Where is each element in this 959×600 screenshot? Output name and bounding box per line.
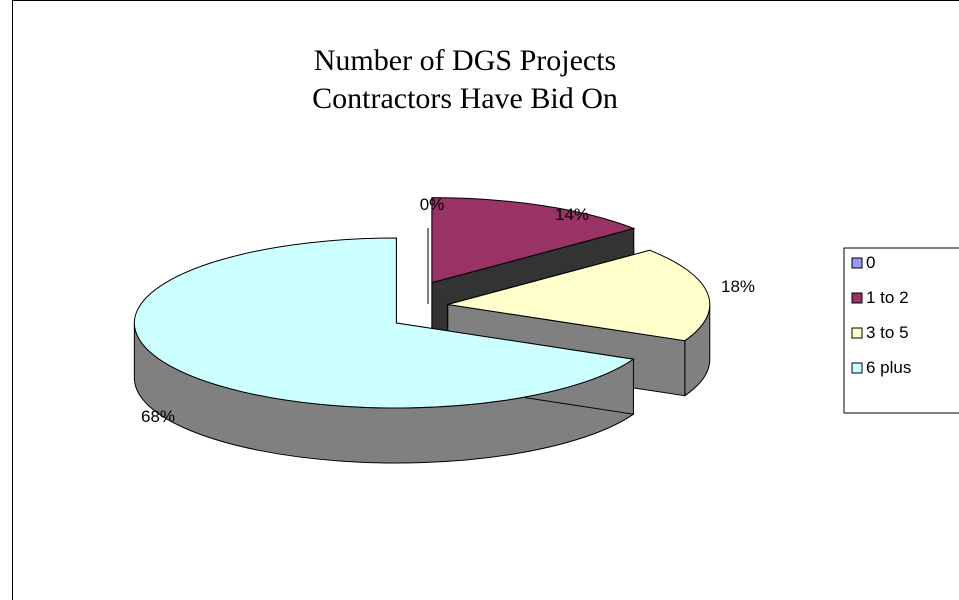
legend-entry-6-plus: 6 plus [866,358,911,377]
chart-title-line-2: Contractors Have Bid On [312,82,618,115]
legend-entry-1-to-2: 1 to 2 [866,288,909,307]
chart-title-line-1: Number of DGS Projects [314,44,616,77]
legend-swatch-6-plus [851,362,863,374]
legend-entry-0: 0 [866,253,875,272]
data-label-0: 0% [420,195,445,214]
legend-swatch-3-to-5 [851,327,863,339]
slice-top-1-to-2 [431,197,636,284]
legend-swatch-1-to-2 [851,292,863,304]
data-label-6-plus: 68% [141,407,175,426]
data-label-3-to-5: 18% [721,277,755,296]
pie-slices [133,197,711,409]
legend-swatch-0 [851,257,863,269]
legend-box [843,247,959,414]
chart-title: Number of DGS Projects Contractors Have B… [312,44,618,115]
data-labels: 0% 14% 18% 68% [141,195,755,426]
legend: 0 1 to 2 3 to 5 6 plus [843,247,959,414]
legend-entry-3-to-5: 3 to 5 [866,323,909,342]
slice-top-3-to-5 [447,249,711,342]
chart-area [12,0,959,600]
data-label-1-to-2: 14% [555,205,589,224]
pie-chart: Number of DGS Projects Contractors Have B… [133,44,959,464]
slice-top-6-plus [133,237,635,409]
